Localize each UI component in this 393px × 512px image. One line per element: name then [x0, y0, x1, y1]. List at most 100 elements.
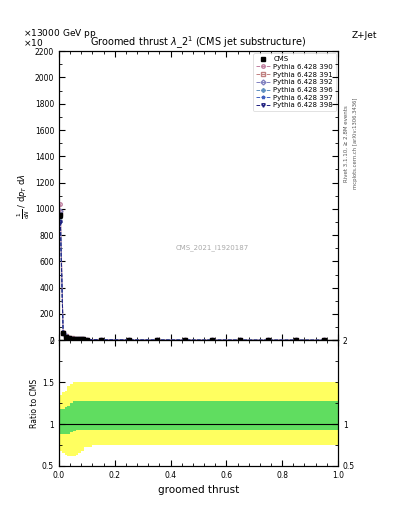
Legend: CMS, Pythia 6.428 390, Pythia 6.428 391, Pythia 6.428 392, Pythia 6.428 396, Pyt: CMS, Pythia 6.428 390, Pythia 6.428 391,… [253, 53, 336, 111]
Pythia 6.428 396 [154, 337, 159, 343]
Pythia 6.428 396 [182, 337, 187, 343]
Pythia 6.428 398 [72, 336, 77, 342]
Pythia 6.428 392 [66, 335, 71, 341]
Pythia 6.428 397 [80, 336, 85, 343]
Pythia 6.428 390 [75, 336, 79, 342]
Pythia 6.428 397 [98, 337, 103, 343]
Text: Z+Jet: Z+Jet [352, 31, 377, 39]
Pythia 6.428 398 [127, 337, 131, 343]
Pythia 6.428 397 [66, 335, 71, 341]
Pythia 6.428 392 [58, 208, 63, 215]
Pythia 6.428 392 [84, 336, 89, 343]
Pythia 6.428 390 [210, 337, 215, 343]
Pythia 6.428 396 [238, 337, 243, 343]
Pythia 6.428 398 [210, 337, 215, 343]
Pythia 6.428 397 [322, 337, 327, 343]
Pythia 6.428 390 [72, 336, 77, 342]
Text: $\times$13000 GeV pp: $\times$13000 GeV pp [23, 27, 96, 39]
Pythia 6.428 391 [80, 336, 85, 343]
Pythia 6.428 391 [127, 337, 131, 343]
Pythia 6.428 392 [69, 335, 74, 342]
Pythia 6.428 397 [61, 330, 66, 336]
Pythia 6.428 397 [64, 334, 68, 340]
Pythia 6.428 398 [84, 336, 89, 343]
Pythia 6.428 396 [98, 337, 103, 343]
Pythia 6.428 396 [75, 336, 79, 342]
Pythia 6.428 392 [75, 336, 79, 342]
Pythia 6.428 390 [127, 337, 131, 343]
Text: CMS_2021_I1920187: CMS_2021_I1920187 [176, 244, 249, 251]
Pythia 6.428 390 [322, 337, 327, 343]
Pythia 6.428 390 [238, 337, 243, 343]
Pythia 6.428 398 [77, 336, 82, 343]
Pythia 6.428 397 [238, 337, 243, 343]
Pythia 6.428 392 [77, 336, 82, 343]
Pythia 6.428 398 [182, 337, 187, 343]
Pythia 6.428 397 [69, 335, 74, 342]
Pythia 6.428 397 [58, 219, 63, 225]
Pythia 6.428 398 [75, 336, 79, 342]
Pythia 6.428 392 [322, 337, 327, 343]
Text: mcplots.cern.ch [arXiv:1306.3436]: mcplots.cern.ch [arXiv:1306.3436] [353, 98, 358, 189]
Pythia 6.428 397 [84, 336, 89, 343]
Y-axis label: Ratio to CMS: Ratio to CMS [30, 378, 39, 428]
Pythia 6.428 390 [182, 337, 187, 343]
Pythia 6.428 396 [266, 337, 271, 343]
Pythia 6.428 391 [58, 209, 63, 215]
Pythia 6.428 396 [61, 330, 66, 336]
Pythia 6.428 392 [154, 337, 159, 343]
Pythia 6.428 396 [80, 336, 85, 343]
Title: Groomed thrust $\lambda$_2$^1$ (CMS jet substructure): Groomed thrust $\lambda$_2$^1$ (CMS jet … [90, 35, 307, 51]
Pythia 6.428 391 [182, 337, 187, 343]
Pythia 6.428 392 [98, 337, 103, 343]
Pythia 6.428 391 [61, 330, 66, 336]
Line: Pythia 6.428 398: Pythia 6.428 398 [59, 220, 326, 342]
Pythia 6.428 390 [84, 336, 89, 343]
Pythia 6.428 391 [294, 337, 299, 343]
Pythia 6.428 398 [266, 337, 271, 343]
Pythia 6.428 398 [322, 337, 327, 343]
Pythia 6.428 398 [294, 337, 299, 343]
Pythia 6.428 397 [154, 337, 159, 343]
Pythia 6.428 396 [294, 337, 299, 343]
Pythia 6.428 391 [77, 336, 82, 343]
Pythia 6.428 392 [64, 333, 68, 339]
Pythia 6.428 391 [154, 337, 159, 343]
Pythia 6.428 390 [266, 337, 271, 343]
Pythia 6.428 391 [322, 337, 327, 343]
Pythia 6.428 396 [127, 337, 131, 343]
Pythia 6.428 391 [84, 336, 89, 343]
Pythia 6.428 396 [322, 337, 327, 343]
Pythia 6.428 397 [266, 337, 271, 343]
Pythia 6.428 392 [80, 336, 85, 343]
Pythia 6.428 390 [64, 333, 68, 339]
Pythia 6.428 391 [210, 337, 215, 343]
Pythia 6.428 392 [182, 337, 187, 343]
Pythia 6.428 396 [58, 214, 63, 220]
Pythia 6.428 392 [61, 330, 66, 336]
Pythia 6.428 398 [238, 337, 243, 343]
Pythia 6.428 391 [266, 337, 271, 343]
Line: Pythia 6.428 392: Pythia 6.428 392 [59, 209, 326, 342]
Pythia 6.428 398 [98, 337, 103, 343]
Pythia 6.428 398 [61, 330, 66, 336]
Y-axis label: $\frac{1}{\mathrm{d}N}$ / $\mathrm{d}p_T$ $\mathrm{d}\lambda$: $\frac{1}{\mathrm{d}N}$ / $\mathrm{d}p_T… [16, 173, 32, 219]
Pythia 6.428 390 [98, 337, 103, 343]
Text: Rivet 3.1.10, ≥ 2.8M events: Rivet 3.1.10, ≥ 2.8M events [344, 105, 349, 182]
Pythia 6.428 391 [69, 335, 74, 342]
Pythia 6.428 397 [294, 337, 299, 343]
Line: Pythia 6.428 397: Pythia 6.428 397 [59, 221, 326, 342]
Line: Pythia 6.428 391: Pythia 6.428 391 [59, 210, 326, 342]
Pythia 6.428 397 [182, 337, 187, 343]
Pythia 6.428 396 [69, 335, 74, 342]
Text: $\times$10: $\times$10 [23, 37, 43, 48]
Pythia 6.428 398 [154, 337, 159, 343]
Pythia 6.428 390 [294, 337, 299, 343]
Pythia 6.428 398 [64, 334, 68, 340]
Pythia 6.428 391 [72, 336, 77, 342]
Pythia 6.428 392 [127, 337, 131, 343]
Pythia 6.428 391 [238, 337, 243, 343]
Pythia 6.428 390 [58, 201, 63, 207]
Pythia 6.428 397 [77, 336, 82, 343]
Pythia 6.428 398 [58, 219, 63, 225]
